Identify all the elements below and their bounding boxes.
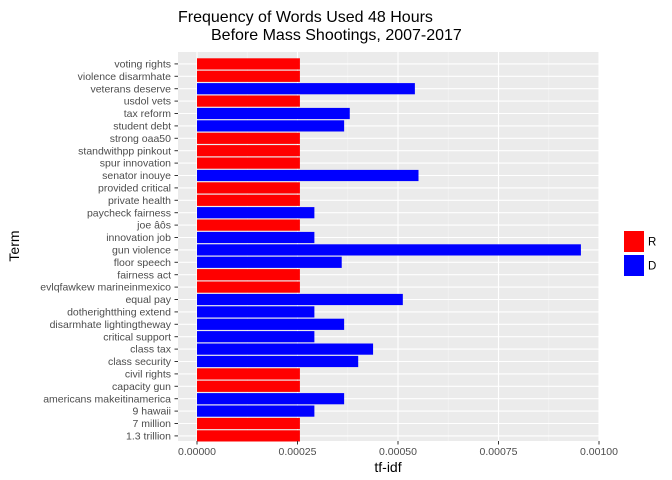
x-tick-label: 0.00050 bbox=[379, 446, 417, 458]
y-tick-label: fairness act bbox=[117, 269, 171, 281]
y-tick-label: innovation job bbox=[106, 232, 171, 244]
y-tick-label: class tax bbox=[130, 344, 172, 356]
y-tick-label: usdol vets bbox=[124, 96, 171, 108]
y-tick-label: americans makeitinamerica bbox=[43, 393, 171, 405]
bar-9-hawaii bbox=[197, 405, 315, 417]
bar-paycheck-fairness bbox=[197, 207, 315, 219]
y-tick-label: voting rights bbox=[114, 59, 171, 71]
legend-key-d bbox=[624, 255, 644, 276]
y-tick-label: tax reform bbox=[124, 108, 172, 120]
y-tick-label: floor speech bbox=[114, 257, 171, 269]
bar-7-million bbox=[197, 417, 300, 430]
bar-1-3-trillion bbox=[197, 430, 300, 442]
y-tick-label: private health bbox=[108, 195, 171, 207]
bar-americans-makeitinamerica bbox=[197, 393, 345, 405]
legend-key-r bbox=[624, 231, 644, 252]
bars bbox=[197, 58, 581, 442]
bar-fairness-act bbox=[197, 269, 300, 281]
bar-spur-innovation bbox=[197, 157, 300, 169]
bar-senator-inouye bbox=[197, 169, 419, 182]
bar-veterans-deserve bbox=[197, 83, 415, 95]
y-tick-label: violence disarmhate bbox=[78, 71, 172, 83]
y-tick-label: 1.3 trillion bbox=[126, 431, 171, 443]
y-tick-label: paycheck fairness bbox=[87, 207, 171, 219]
y-tick-label: dotherightthing extend bbox=[67, 307, 171, 319]
bar-gun-violence bbox=[197, 244, 581, 256]
bar-student-debt bbox=[197, 120, 345, 132]
legend: RD bbox=[624, 231, 656, 276]
bar-provided-critical bbox=[197, 182, 300, 194]
legend-label-d: D bbox=[648, 261, 656, 273]
y-tick-label: senator inouye bbox=[102, 170, 171, 182]
x-tick-label: 0.00075 bbox=[480, 446, 518, 458]
y-tick-label: disarmhate lightingtheway bbox=[50, 319, 172, 331]
y-tick-label: veterans deserve bbox=[90, 83, 171, 95]
y-tick-label: class security bbox=[108, 356, 172, 368]
bar-dotherightthing-extend bbox=[197, 306, 315, 318]
bar-violence-disarmhate bbox=[197, 70, 300, 82]
bar-floor-speech bbox=[197, 256, 342, 268]
bar-standwithpp-pinkout bbox=[197, 145, 300, 157]
x-tick-label: 0.00100 bbox=[580, 446, 618, 458]
x-axis-title: tf-idf bbox=[374, 459, 401, 475]
bar-equal-pay bbox=[197, 293, 403, 306]
bar-usdol-vets bbox=[197, 95, 300, 107]
x-tick-label: 0.00000 bbox=[178, 446, 216, 458]
bar-class-security bbox=[197, 355, 359, 368]
y-tick-label: civil rights bbox=[125, 369, 171, 381]
y-tick-label: joe âôs bbox=[136, 220, 171, 232]
x-tick-label: 0.00025 bbox=[279, 446, 317, 458]
bar-evlqfawkew-marineinmexico bbox=[197, 281, 300, 293]
bar-capacity-gun bbox=[197, 380, 300, 392]
bar-class-tax bbox=[197, 343, 374, 355]
bar-strong-oaa50 bbox=[197, 132, 300, 144]
chart-title-line-1: Frequency of Words Used 48 Hours bbox=[178, 9, 433, 26]
bar-critical-support bbox=[197, 331, 315, 343]
y-tick-label: critical support bbox=[103, 331, 171, 343]
y-tick-label: capacity gun bbox=[112, 381, 171, 393]
legend-label-r: R bbox=[648, 237, 656, 249]
y-axis-title: Term bbox=[6, 230, 22, 261]
y-tick-label: gun violence bbox=[112, 245, 171, 257]
y-tick-label: provided critical bbox=[98, 183, 171, 195]
y-tick-label: spur innovation bbox=[100, 158, 171, 170]
y-tick-label: strong oaa50 bbox=[110, 133, 171, 145]
bar-civil-rights bbox=[197, 368, 300, 380]
y-tick-label: 9 hawaii bbox=[132, 406, 171, 418]
y-tick-label: equal pay bbox=[125, 294, 171, 306]
chart-title-line-2: Before Mass Shootings, 2007-2017 bbox=[211, 27, 462, 44]
x-ticks: 0.00000 0.00025 0.00050 0.00075 0.00100 bbox=[178, 441, 618, 458]
grid-lines bbox=[178, 52, 600, 441]
bar-tax-reform bbox=[197, 107, 350, 120]
bar-voting-rights bbox=[197, 58, 300, 70]
bar-private-health bbox=[197, 194, 300, 206]
y-tick-label: student debt bbox=[113, 121, 171, 133]
y-tick-label: evlqfawkew marineinmexico bbox=[40, 282, 171, 294]
bar-innovation-job bbox=[197, 231, 315, 244]
bar-joe-s bbox=[197, 219, 300, 231]
bar-disarmhate-lightingtheway bbox=[197, 318, 345, 330]
y-tick-label: standwithpp pinkout bbox=[78, 145, 171, 157]
y-tick-label: 7 million bbox=[132, 418, 171, 430]
